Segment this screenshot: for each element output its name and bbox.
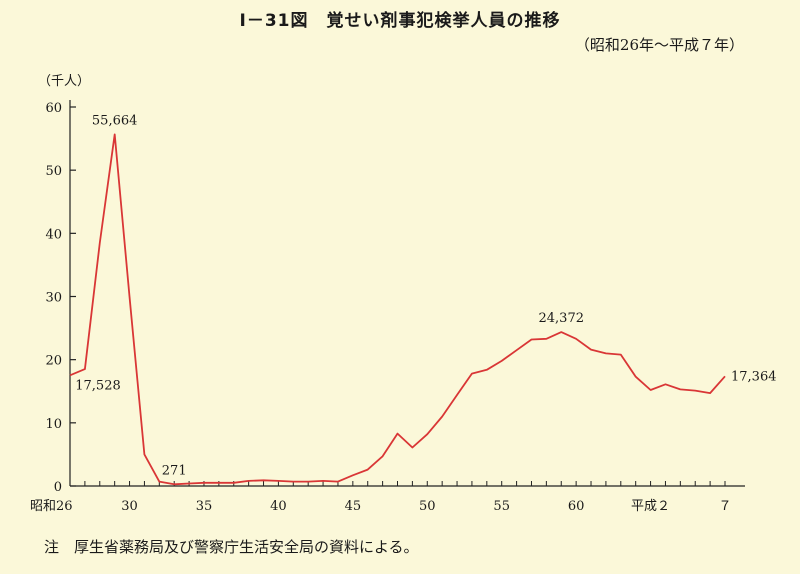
y-tick-label: 10 [45, 417, 62, 432]
data-label: 271 [162, 463, 187, 478]
chart-title: Ⅰ－31図 覚せい剤事犯検挙人員の推移 [239, 11, 561, 31]
data-label: 24,372 [539, 311, 585, 326]
y-ticks: 0 10 20 30 40 50 60 [45, 101, 76, 495]
data-label: 17,528 [75, 378, 121, 393]
y-axis-unit-label: （千人） [38, 74, 90, 89]
x-tick-label: 55 [493, 499, 510, 514]
series-line [69, 133, 726, 486]
source-note: 注 厚生省薬務局及び警察庁生活安全局の資料による。 [44, 538, 419, 556]
x-tick-label: 45 [345, 499, 362, 514]
x-tick-label: 35 [196, 499, 213, 514]
x-tick-label: ７ [718, 499, 731, 514]
x-tick-label: 30 [121, 499, 138, 514]
y-tick-label: 60 [45, 101, 62, 116]
data-labels: 55,664 17,528 271 24,372 17,364 [75, 113, 776, 478]
y-tick-label: 20 [45, 354, 62, 369]
y-tick-label: 30 [45, 291, 62, 306]
data-label: 55,664 [92, 113, 138, 128]
x-tick-label: 昭和26 [30, 499, 73, 514]
y-tick-label: 50 [45, 164, 62, 179]
y-tick-label: 40 [45, 227, 62, 242]
x-tick-label: 平成２ [631, 499, 670, 514]
y-tick-label: 0 [54, 480, 62, 495]
x-tick-label: 40 [270, 499, 287, 514]
data-label: 17,364 [731, 369, 777, 384]
x-tick-label: 50 [419, 499, 436, 514]
x-tick-label: 60 [568, 499, 585, 514]
chart-subtitle: （昭和26年～平成７年） [574, 36, 744, 54]
